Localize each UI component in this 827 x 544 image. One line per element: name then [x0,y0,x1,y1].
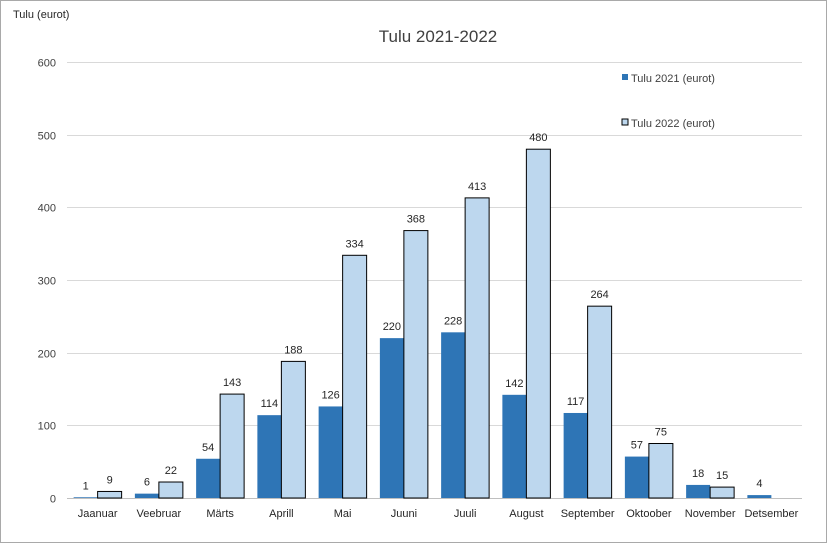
data-label: 114 [261,398,279,410]
bar-2021-jaanuar [73,497,98,498]
x-axis-categories: Jaanuar Veebruar Märts Aprill Mai Juuni Juuli A… [78,508,799,520]
y-tick-label: 100 [38,421,56,433]
data-label: 4 [756,478,762,490]
y-tick-label: 300 [38,276,56,288]
bar-2022-mai [342,254,368,499]
data-label: 18 [692,468,704,480]
data-label: 57 [631,440,643,452]
data-label: 413 [468,181,486,193]
data-label: 143 [223,377,241,389]
bar-2021-detsember [747,495,772,498]
data-label: 9 [107,474,113,486]
legend-swatch-2022 [621,118,629,126]
data-label: 142 [505,378,523,390]
chart-title: Tulu 2021-2022 [379,27,497,46]
bar-2022-aprill [280,360,306,499]
category-label-jaanuar: Jaanuar [78,508,118,520]
gridlines [67,62,802,499]
y-tick-label: 600 [38,58,56,70]
bar-2021-juuni [379,338,404,498]
category-label-mai: Mai [334,508,352,520]
bar-2021-märts [196,458,221,498]
bar-2022-juuni [403,230,429,499]
category-label-aprill: Aprill [269,508,293,520]
bar-2021-september [563,412,588,498]
bar-2021-aprill [257,415,282,498]
data-label: 126 [321,389,339,401]
category-label-juuli: Juuli [454,508,477,520]
legend-label-2022: Tulu 2022 (eurot) [631,118,715,130]
data-label: 368 [407,214,425,226]
data-label: 228 [444,315,462,327]
category-label-märts: Märts [206,508,234,520]
category-label-veebruar: Veebruar [137,508,182,520]
data-label: 220 [383,321,401,333]
bar-2022-juuli [464,197,490,499]
data-label: 480 [529,132,547,144]
data-label: 15 [716,470,728,482]
y-tick-label: 400 [38,203,56,215]
category-label-juuni: Juuni [391,508,417,520]
bar-2021-mai [318,406,343,498]
bar-2021-veebruar [134,493,159,498]
y-axis-title: Tulu (eurot) [13,9,69,21]
data-label: 188 [284,344,302,356]
legend: Tulu 2021 (eurot) Tulu 2022 (eurot) [621,73,715,130]
data-label: 117 [567,396,585,408]
bar-2021-august [502,394,527,498]
category-label-august: August [509,508,543,520]
bar-2022-oktoober [648,443,674,499]
bar-2022-september [587,305,613,499]
bar-2022-august [525,148,551,499]
bar-2021-juuli [441,332,466,498]
legend-swatch-2021 [622,74,628,80]
category-label-september: September [561,508,615,520]
category-label-detsember: Detsember [744,508,798,520]
legend-label-2021: Tulu 2021 (eurot) [631,73,715,85]
data-label: 334 [345,238,363,250]
bar-2021-november [686,484,711,498]
y-tick-label: 500 [38,131,56,143]
y-tick-label: 0 [50,494,56,506]
bars [73,148,772,499]
data-labels: 1 9 6 22 54 143 114 188 126 334 220 368 228 413 142 480… [83,132,763,492]
category-label-november: November [685,508,736,520]
data-label: 75 [655,427,667,439]
y-axis-ticks: 0 100 200 300 400 500 600 [38,58,56,506]
bar-2022-märts [219,393,245,499]
data-label: 6 [144,477,150,489]
bar-2022-jaanuar [97,490,123,499]
category-label-oktoober: Oktoober [626,508,672,520]
data-label: 54 [202,442,214,454]
bar-2022-veebruar [158,481,184,499]
data-label: 1 [83,480,89,492]
y-tick-label: 200 [38,349,56,361]
bar-2021-oktoober [624,456,649,498]
data-label: 22 [165,465,177,477]
bar-2022-november [709,486,735,499]
data-label: 264 [590,289,608,301]
